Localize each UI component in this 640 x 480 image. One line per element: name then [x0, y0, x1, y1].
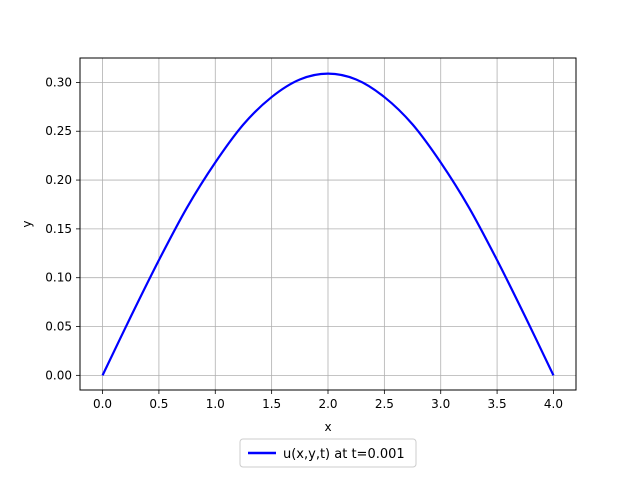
grid: [80, 58, 576, 390]
series-line: [101, 72, 555, 376]
y-axis-ticks: 0.00 0.05 0.10 0.15 0.20 0.25 0.30: [45, 75, 80, 382]
x-tick-label: 2.0: [318, 397, 337, 411]
y-tick-label: 0.05: [45, 320, 72, 334]
y-tick-label: 0.15: [45, 222, 72, 236]
x-tick-label: 1.0: [206, 397, 225, 411]
x-axis-label: x: [324, 420, 331, 434]
x-tick-label: 3.5: [488, 397, 507, 411]
legend-box: [239, 438, 417, 468]
x-tick-label: 2.5: [375, 397, 394, 411]
y-tick-label: 0.25: [45, 124, 72, 138]
y-tick-label: 0.10: [45, 271, 72, 285]
legend: u(x,y,t) at t=0.001: [239, 438, 417, 468]
series-lines: [101, 72, 555, 376]
y-tick-label: 0.00: [45, 368, 72, 382]
x-tick-label: 3.0: [431, 397, 450, 411]
x-tick-label: 4.0: [544, 397, 563, 411]
x-tick-label: 0.0: [93, 397, 112, 411]
legend-label: u(x,y,t) at t=0.001: [283, 447, 405, 462]
y-tick-label: 0.20: [45, 173, 72, 187]
x-tick-label: 0.5: [149, 397, 168, 411]
y-tick-label: 0.30: [45, 75, 72, 89]
y-axis-label: y: [20, 220, 34, 227]
x-tick-label: 1.5: [262, 397, 281, 411]
x-axis-ticks: 0.0 0.5 1.0 1.5 2.0 2.5 3.0 3.5 4.0: [93, 390, 563, 411]
